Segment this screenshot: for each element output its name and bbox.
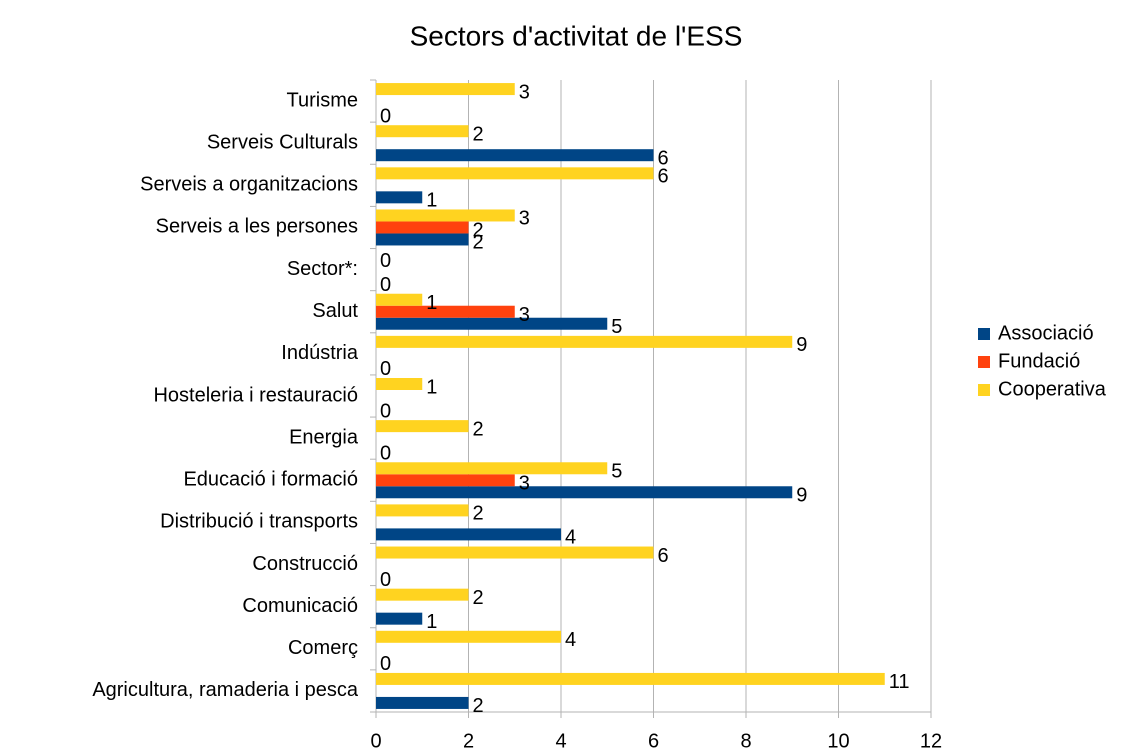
bar	[376, 630, 561, 643]
y-tick-label: Comerç	[288, 637, 358, 659]
bar	[376, 317, 608, 330]
data-label: 0	[380, 358, 391, 380]
x-tick-label: 6	[648, 730, 659, 752]
bar	[376, 191, 423, 204]
data-label: 2	[473, 220, 484, 242]
data-label: 1	[426, 376, 437, 398]
bar	[376, 672, 885, 685]
data-label: 2	[473, 503, 484, 525]
data-label: 1	[426, 611, 437, 633]
data-label: 1	[426, 190, 437, 212]
legend-swatch	[978, 328, 990, 340]
y-tick-label: Serveis a organitzacions	[140, 174, 358, 196]
y-tick-label: Comunicació	[242, 595, 358, 617]
bar	[376, 221, 469, 234]
data-label: 0	[380, 400, 391, 422]
chart-title: Sectors d'activitat de l'ESS	[410, 20, 743, 51]
data-label: 3	[519, 81, 530, 103]
y-tick-label: Serveis Culturals	[207, 131, 358, 153]
bar	[376, 209, 515, 222]
data-label: 11	[889, 671, 910, 693]
y-tick-label: Salut	[312, 300, 358, 322]
bar	[376, 696, 469, 709]
y-tick-label: Agricultura, ramaderia i pesca	[92, 679, 359, 701]
data-label: 6	[658, 545, 669, 567]
y-tick-label: Sector*:	[287, 258, 358, 280]
bar	[376, 528, 561, 541]
bar	[376, 305, 515, 318]
data-label: 3	[519, 304, 530, 326]
data-label: 2	[473, 418, 484, 440]
y-tick-label: Energia	[289, 426, 359, 448]
data-label: 2	[473, 695, 484, 717]
legend-label: Associació	[998, 322, 1094, 344]
bar	[376, 462, 608, 475]
bar	[376, 125, 469, 138]
bar	[376, 546, 654, 559]
bar	[376, 83, 515, 96]
bar	[376, 588, 469, 601]
y-tick-label: Indústria	[281, 342, 359, 364]
data-label: 0	[380, 569, 391, 591]
bar	[376, 486, 793, 499]
bar	[376, 378, 423, 390]
data-label: 3	[519, 208, 530, 230]
y-tick-label: Educació i formació	[183, 469, 358, 491]
data-label: 4	[565, 527, 576, 549]
bar	[376, 612, 423, 625]
data-label: 0	[380, 105, 391, 127]
bar	[376, 149, 654, 162]
bar	[376, 293, 423, 306]
data-label: 6	[658, 166, 669, 188]
data-label: 2	[473, 123, 484, 145]
x-tick-label: 0	[370, 730, 381, 752]
y-tick-label: Distribució i transports	[160, 511, 358, 533]
data-label: 6	[658, 147, 669, 169]
data-label: 2	[473, 587, 484, 609]
bar	[376, 420, 469, 433]
data-label: 0	[380, 442, 391, 464]
legend-label: Fundació	[998, 350, 1080, 372]
data-label: 2	[473, 232, 484, 254]
x-tick-label: 12	[920, 730, 942, 752]
legend-swatch	[978, 356, 990, 368]
bar	[376, 504, 469, 517]
data-label: 9	[796, 485, 807, 507]
y-tick-label: Turisme	[287, 89, 358, 111]
data-label: 9	[796, 334, 807, 356]
x-tick-label: 4	[555, 730, 566, 752]
x-tick-label: 10	[827, 730, 849, 752]
data-label: 0	[380, 250, 391, 272]
legend-swatch	[978, 384, 990, 396]
y-tick-label: Construcció	[252, 553, 358, 575]
data-label: 0	[380, 274, 391, 296]
bar	[376, 167, 654, 180]
x-tick-label: 2	[463, 730, 474, 752]
data-label: 5	[611, 461, 622, 483]
bar	[376, 474, 515, 487]
bar	[376, 335, 793, 348]
data-label: 1	[426, 292, 437, 314]
y-tick-label: Serveis a les persones	[156, 216, 358, 238]
y-tick-label: Hosteleria i restauració	[153, 384, 358, 406]
data-label: 4	[565, 629, 576, 651]
data-label: 5	[611, 316, 622, 338]
legend-label: Cooperativa	[998, 378, 1107, 400]
bar	[376, 233, 469, 246]
x-tick-label: 8	[740, 730, 751, 752]
data-label: 0	[380, 653, 391, 675]
data-label: 3	[519, 473, 530, 495]
